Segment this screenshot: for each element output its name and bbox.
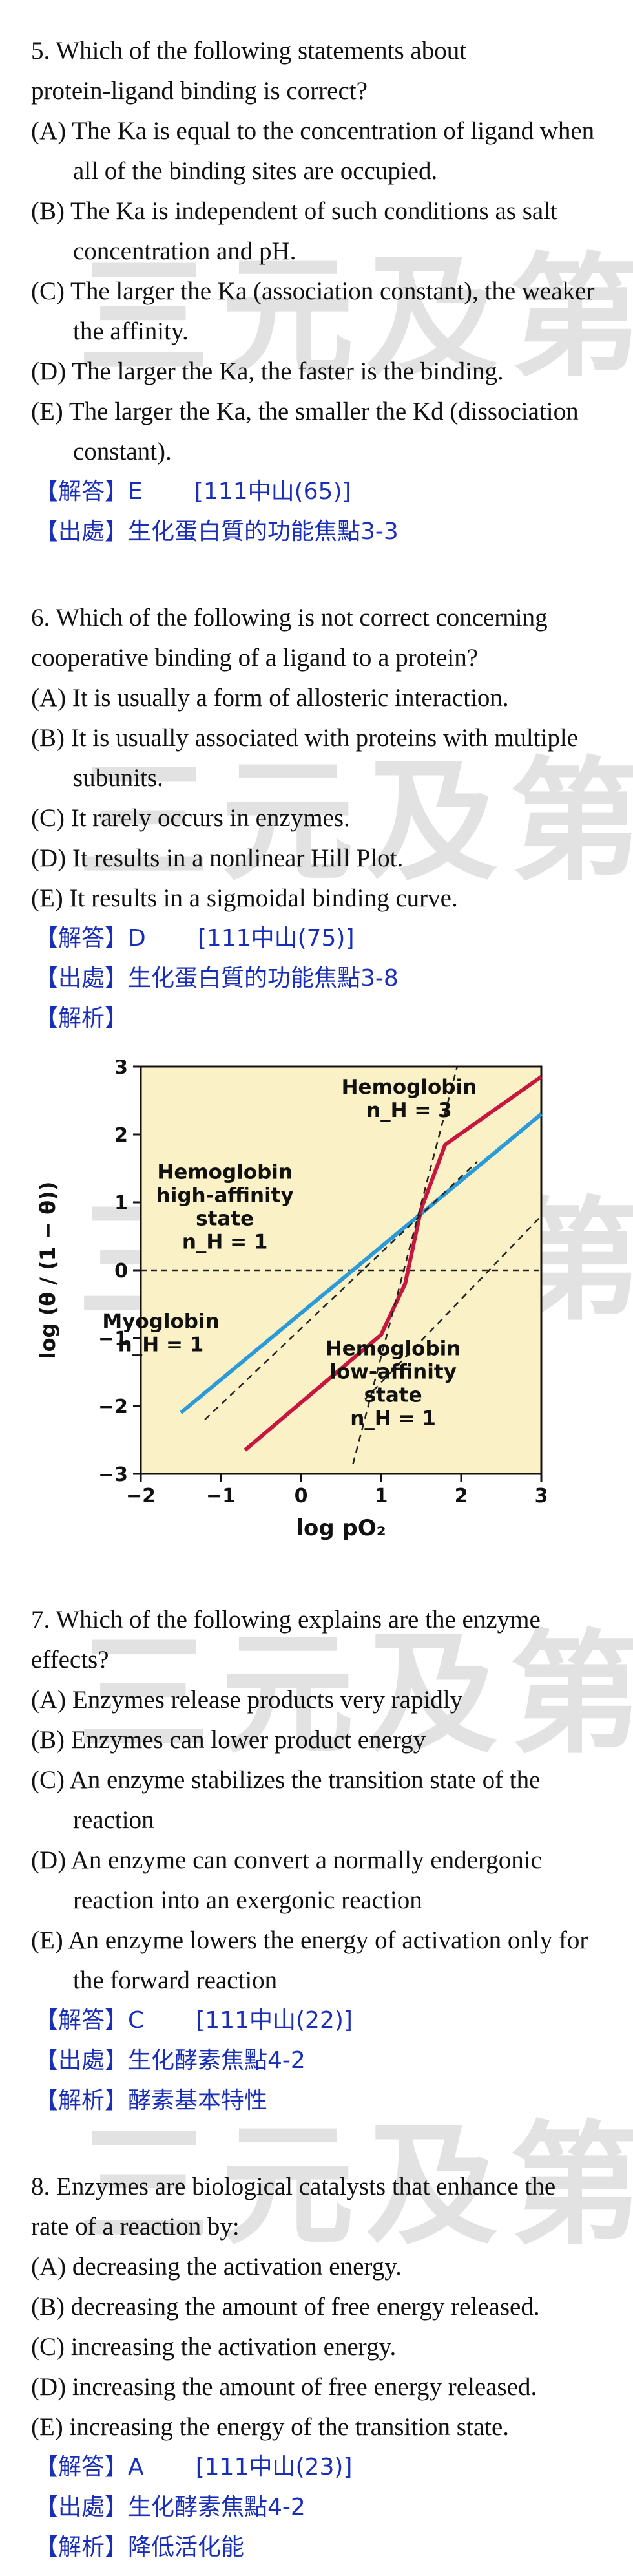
option-d: (D) The larger the Ka, the faster is the… [31,357,504,385]
y-tick-label: 2 [114,1124,128,1147]
answer-line: 【解答】E [111中山(65)] [35,478,351,505]
y-tick-label: −1 [98,1328,128,1350]
source-line: 【出處】生化酵素焦點4-2 [35,2494,306,2520]
watermark-text: 三元及第 [78,745,633,899]
annotation-line: state [364,1383,422,1407]
source-line: 【出處】生化酵素焦點4-2 [35,2047,306,2074]
option-c: (C) It rarely occurs in enzymes. [31,804,350,832]
option-c: (C) An enzyme stabilizes the transition … [31,1766,541,1834]
y-axis-label: log (θ / (1 − θ)) [36,1182,60,1359]
question-stem: cooperative binding of a ligand to a pro… [31,644,479,672]
source-line: 【出處】生化蛋白質的功能焦點3-3 [35,518,399,545]
y-tick-label: 3 [114,1060,128,1079]
annotation-label: Hemoglobin high-affinity state n_H = 1 [156,1160,294,1253]
watermark-text: 三元及第 [78,2109,633,2263]
answer-line: 【解答】D [111中山(75)] [35,925,355,952]
x-tick-label: 0 [295,1485,308,1507]
y-tick-label: 0 [114,1260,128,1283]
option-b: (B) decreasing the amount of free energy… [31,2293,540,2321]
annotation-line: Myoglobin [102,1310,219,1333]
analysis-line: 【解析】酵素基本特性 [35,2087,268,2114]
option-a: (A) The Ka is equal to the concentration… [31,117,595,185]
series-line [352,1066,459,1464]
analysis-line: 【解析】降低活化能 [35,2534,245,2560]
question-stem: protein-ligand binding is correct? [31,77,368,105]
analysis-line: 【解析】 [35,1005,129,1032]
option-e: (E) An enzyme lowers the energy of activ… [31,1926,588,1994]
question-7: 7. Which of the following explains are t… [31,1600,612,2121]
series-line [204,1161,478,1420]
x-tick-label: 2 [455,1485,468,1507]
option-c: (C) increasing the activation energy. [31,2333,397,2361]
series-line [244,1075,543,1452]
series-line [180,1112,543,1414]
question-6: 6. Which of the following is not correct… [31,598,612,1039]
x-tick-label: 1 [375,1485,388,1507]
x-tick-label: −2 [126,1485,156,1507]
x-axis-label: log pO₂ [296,1515,386,1541]
option-e: (E) increasing the energy of the transit… [31,2413,510,2441]
annotation-label: Myoglobin n_H = 1 [102,1310,219,1356]
y-tick-label: −2 [98,1396,128,1418]
option-e: (E) The larger the Ka, the smaller the K… [31,398,579,465]
watermark-text: 三元及第 [78,1618,633,1772]
annotation-line: n_H = 3 [366,1099,452,1122]
annotation-line: low-affinity [329,1360,457,1383]
option-a: (A) decreasing the activation energy. [31,2253,402,2281]
question-stem: 6. Which of the following is not correct… [31,604,548,632]
option-a: (A) It is usually a form of allosteric i… [31,684,509,712]
annotation-line: Hemoglobin [157,1160,293,1184]
annotation-label: Hemoglobin n_H = 3 [342,1076,477,1122]
annotation-line: state [196,1207,254,1230]
question-stem: rate of a reaction by: [31,2213,240,2241]
question-stem: effects? [31,1646,109,1674]
option-d: (D) An enzyme can convert a normally end… [31,1846,542,1914]
question-5: 5. Which of the following statements abo… [31,31,612,552]
x-tick-label: 3 [535,1485,548,1507]
answer-line: 【解答】C [111中山(22)] [35,2007,353,2034]
annotation-line: Hemoglobin [342,1076,477,1099]
source-line: 【出處】生化蛋白質的功能焦點3-8 [35,965,399,992]
annotation-line: n_H = 1 [182,1230,268,1253]
annotation-line: Hemoglobin [326,1337,461,1360]
watermark-text: 三元及第 [78,241,633,395]
option-d: (D) It results in a nonlinear Hill Plot. [31,844,404,872]
question-stem: 7. Which of the following explains are t… [31,1606,541,1634]
option-b: (B) The Ka is independent of such condit… [31,197,557,265]
option-b: (B) Enzymes can lower product energy [31,1726,426,1754]
option-b: (B) It is usually associated with protei… [31,724,579,792]
option-e: (E) It results in a sigmoidal binding cu… [31,884,458,912]
option-a: (A) Enzymes release products very rapidl… [31,1686,463,1714]
option-c: (C) The larger the Ka (association const… [31,277,595,345]
x-tick-label: −1 [206,1485,236,1507]
y-tick-label: −3 [98,1464,128,1486]
annotation-line: n_H = 1 [118,1333,204,1356]
question-stem: 8. Enzymes are biological catalysts that… [31,2173,556,2200]
y-tick-label: 1 [114,1192,128,1215]
annotation-label: Hemoglobin low-affinity state n_H = 1 [326,1337,461,1430]
annotation-line: high-affinity [156,1184,294,1207]
annotation-line: n_H = 1 [350,1407,436,1430]
question-8: 8. Enzymes are biological catalysts that… [31,2167,612,2568]
answer-line: 【解答】A [111中山(23)] [35,2454,353,2480]
option-d: (D) increasing the amount of free energy… [31,2373,537,2401]
question-stem: 5. Which of the following statements abo… [31,37,467,65]
series-line [364,1215,542,1400]
